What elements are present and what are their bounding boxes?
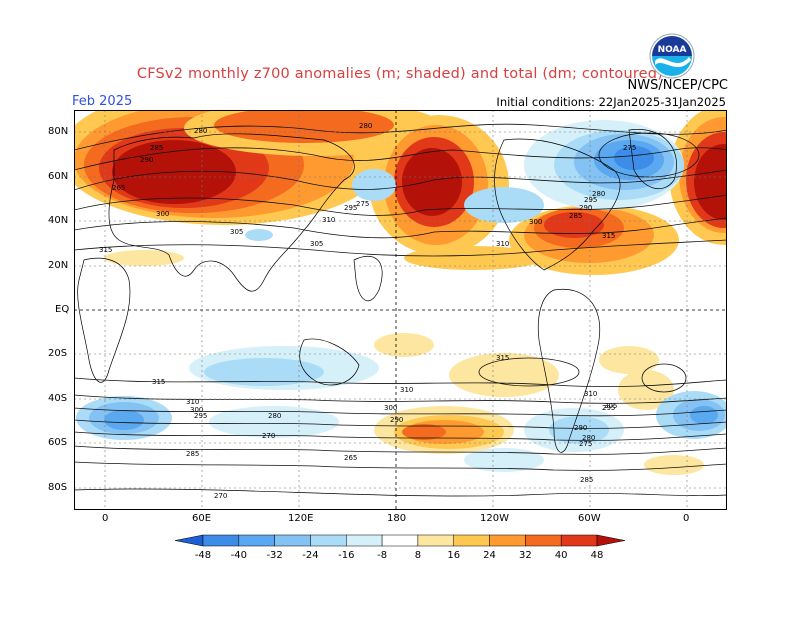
contour-label: 290 xyxy=(574,424,587,432)
colorbar-swatches xyxy=(174,534,626,547)
lat-label: EQ xyxy=(55,304,70,315)
contour-label: 310 xyxy=(584,390,597,398)
initial-conditions: Initial conditions: 22Jan2025-31Jan2025 xyxy=(496,95,726,109)
lon-label: 60E xyxy=(192,513,212,524)
lat-label: 60N xyxy=(48,171,69,182)
lon-label: 120E xyxy=(288,513,314,524)
contour-label: 315 xyxy=(99,246,112,254)
contour-label: 310 xyxy=(322,216,335,224)
colorbar-tick-label: -40 xyxy=(231,550,247,561)
noaa-logo: NOAA xyxy=(649,33,695,79)
contour-label: 280 xyxy=(194,127,207,135)
colorbar-tick-label: -48 xyxy=(195,550,211,561)
colorbar-tick-label: -16 xyxy=(338,550,354,561)
colorbar-tick-label: 8 xyxy=(415,550,421,561)
contour-label: 290 xyxy=(579,204,592,212)
contour-label: 275 xyxy=(623,144,636,152)
contour-label: 310 xyxy=(186,398,199,406)
agency-credit: NWS/NCEP/CPC xyxy=(627,78,728,93)
contour-label: 275 xyxy=(579,440,592,448)
contour-label: 295 xyxy=(602,404,615,412)
colorbar-labels: -48 -40 -32 -24 -16 -8 8 16 24 32 40 48 xyxy=(195,550,604,561)
colorbar-swatch xyxy=(489,534,526,547)
lon-label: 0 xyxy=(102,513,109,524)
contour-label: 310 xyxy=(496,240,509,248)
logo-text: NOAA xyxy=(658,45,687,55)
colorbar-swatch xyxy=(596,534,626,547)
colorbar-tick-label: -32 xyxy=(266,550,282,561)
contour-label: 290 xyxy=(390,416,403,424)
contour-label: 300 xyxy=(529,218,542,226)
colorbar-swatch xyxy=(274,534,311,547)
lon-label: 60W xyxy=(578,513,601,524)
lat-label: 60S xyxy=(48,437,68,448)
forecast-month: Feb 2025 xyxy=(72,94,133,109)
contour-label: 265 xyxy=(344,454,357,462)
contour-label: 295 xyxy=(584,196,597,204)
contour-lines xyxy=(74,123,727,471)
lat-label: 40S xyxy=(48,393,68,404)
contour-label: 280 xyxy=(582,434,595,442)
contour-label: 280 xyxy=(268,412,281,420)
contour-label: 285 xyxy=(569,212,582,220)
colorbar-tick-label: 48 xyxy=(591,550,604,561)
lat-label: 20N xyxy=(48,260,69,271)
colorbar-swatch xyxy=(525,534,562,547)
contour-label: 270 xyxy=(214,492,227,500)
contour-label: 280 xyxy=(359,122,372,130)
contour-label: 280 xyxy=(592,190,605,198)
lon-label: 0 xyxy=(683,513,690,524)
colorbar-swatch xyxy=(417,534,454,547)
contour-label: 295 xyxy=(194,412,207,420)
contour-label: 290 xyxy=(140,156,153,164)
contour-labels: 265 280 285 290 280 275 295 300 305 310 … xyxy=(99,122,636,500)
colorbar-swatch xyxy=(560,534,598,547)
colorbar-swatch xyxy=(381,534,419,547)
contour-label: 285 xyxy=(186,450,199,458)
contour-label: 300 xyxy=(384,404,397,412)
colorbar-tick-label: 16 xyxy=(447,550,460,561)
contour-label: 285 xyxy=(580,476,593,484)
colorbar-tick-label: -24 xyxy=(302,550,318,561)
colorbar-tick-label: 32 xyxy=(519,550,532,561)
contour-label: 285 xyxy=(150,144,163,152)
colorbar-swatch xyxy=(238,534,275,547)
contour-label: 295 xyxy=(344,204,357,212)
colorbar-tick-label: -8 xyxy=(377,550,387,561)
contour-label: 270 xyxy=(262,432,275,440)
lat-label: 80S xyxy=(48,482,68,493)
lat-label: 40N xyxy=(48,215,69,226)
contour-label: 315 xyxy=(602,232,615,240)
equator-dateline xyxy=(74,110,727,510)
contour-label: 305 xyxy=(310,240,323,248)
contour-label: 305 xyxy=(230,228,243,236)
lat-label: 80N xyxy=(48,126,69,137)
contour-label: 310 xyxy=(400,386,413,394)
colorbar-swatch xyxy=(310,534,347,547)
colorbar-tick-label: 24 xyxy=(483,550,496,561)
colorbar-swatch xyxy=(453,534,490,547)
chart-title: CFSv2 monthly z700 anomalies (m; shaded)… xyxy=(136,66,664,82)
contour-label: 300 xyxy=(190,406,203,414)
colorbar-swatch xyxy=(346,534,383,547)
lat-label: 20S xyxy=(48,348,68,359)
contour-label: 315 xyxy=(496,354,509,362)
contour-label: 265 xyxy=(112,184,125,192)
colorbar-swatch xyxy=(174,534,204,547)
anomaly-map: 265 280 285 290 280 275 295 300 305 310 … xyxy=(74,110,727,510)
contour-label: 305 xyxy=(604,402,617,410)
lon-label: 120W xyxy=(480,513,509,524)
colorbar: -48 -40 -32 -24 -16 -8 8 16 24 32 40 48 xyxy=(174,534,626,561)
contour-label: 300 xyxy=(156,210,169,218)
contour-label: 315 xyxy=(152,378,165,386)
contour-label: 275 xyxy=(356,200,369,208)
colorbar-swatch xyxy=(202,534,240,547)
colorbar-tick-label: 40 xyxy=(555,550,568,561)
lon-label: 180 xyxy=(387,513,407,524)
